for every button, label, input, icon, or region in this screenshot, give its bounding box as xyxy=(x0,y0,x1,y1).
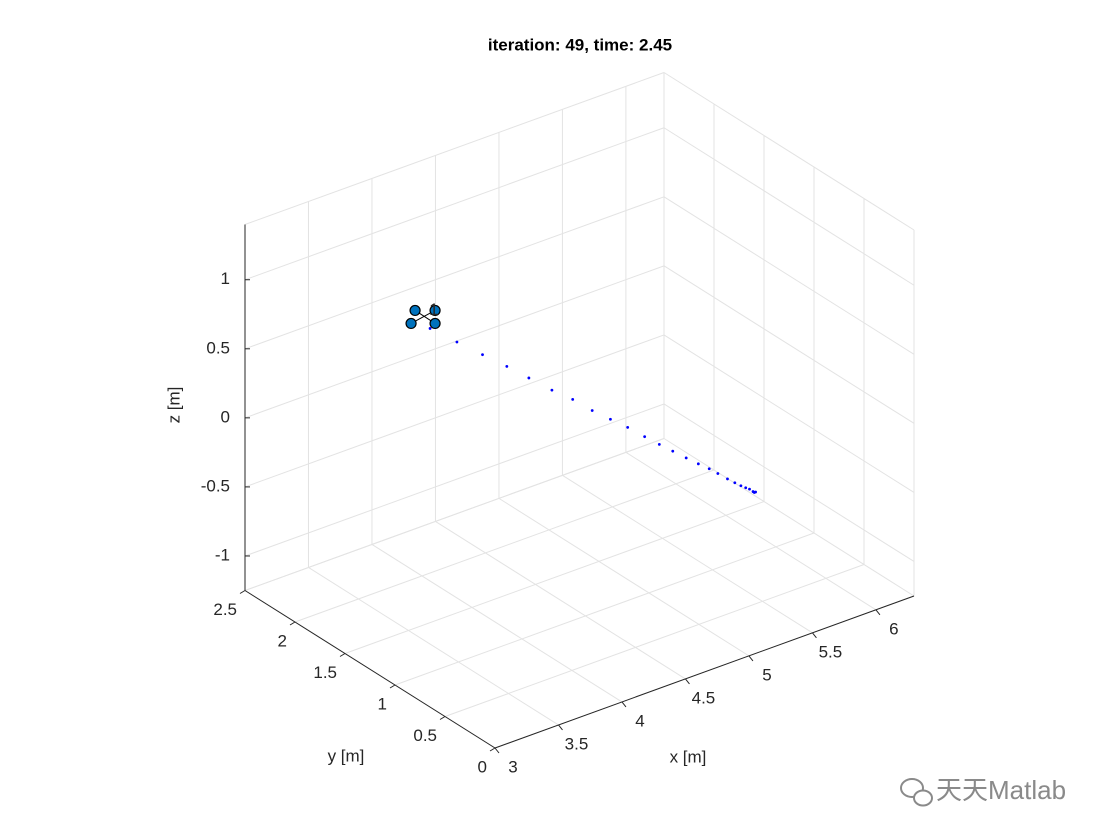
x-tick xyxy=(621,701,627,708)
x-tick xyxy=(748,655,754,662)
trajectory-point xyxy=(626,426,630,429)
grid-line xyxy=(244,403,665,557)
quad-rotor xyxy=(429,304,441,317)
grid-line xyxy=(294,469,715,623)
y-tick-label: 0.5 xyxy=(413,726,437,745)
trajectory-point xyxy=(726,477,729,481)
trajectory-point xyxy=(716,472,720,475)
grid-line xyxy=(663,196,915,355)
x-tick xyxy=(875,609,881,616)
grid-line xyxy=(663,127,915,286)
z-tick-label: -0.5 xyxy=(201,476,230,495)
x-axis-label: x [m] xyxy=(670,747,707,766)
y-tick xyxy=(339,653,346,657)
z-tick-label: 0 xyxy=(221,407,230,426)
quadcopter: 1 xyxy=(405,300,441,330)
trajectory-point xyxy=(733,481,737,485)
trajectory-point xyxy=(590,409,594,412)
x-tick-label: 3 xyxy=(508,757,517,776)
grid-line xyxy=(244,265,665,419)
y-tick xyxy=(439,716,446,720)
x-tick-label: 4 xyxy=(635,711,644,730)
watermark-icon xyxy=(900,778,933,807)
grid-line xyxy=(244,438,665,591)
box-edge xyxy=(244,72,665,225)
y-axis-label: y [m] xyxy=(328,746,365,765)
grid-line xyxy=(663,265,915,424)
grid-line xyxy=(244,196,665,350)
trajectory-point xyxy=(707,467,711,471)
y-tick-label: 1 xyxy=(378,694,387,713)
grid-line xyxy=(663,403,915,562)
quad-rotor xyxy=(429,317,441,330)
trajectory-point xyxy=(696,462,700,466)
grid-line xyxy=(244,127,665,281)
grid-line xyxy=(435,520,686,680)
chart-title: iteration: 49, time: 2.45 xyxy=(488,35,672,54)
grid-line xyxy=(371,544,623,703)
grid-line xyxy=(244,334,665,488)
y-tick-label: 0 xyxy=(478,757,487,776)
watermark: 天天Matlab xyxy=(936,775,1066,805)
trajectory-point xyxy=(481,353,484,357)
quad-label: 1 xyxy=(429,300,438,319)
trajectory-point xyxy=(739,484,743,488)
grid-line xyxy=(625,451,877,611)
trajectory-point xyxy=(527,376,531,380)
x-tick xyxy=(812,632,817,639)
x-tick-label: 5.5 xyxy=(819,642,843,661)
y-tick xyxy=(389,684,396,689)
y-axis xyxy=(244,590,496,749)
grid-line xyxy=(344,501,765,654)
trajectory-point xyxy=(684,456,688,460)
y-tick xyxy=(289,621,296,626)
grid-line xyxy=(444,564,865,717)
z-axis-label: z [m] xyxy=(164,387,183,424)
trajectory-point xyxy=(455,340,459,344)
quad-rotor xyxy=(409,304,421,317)
x-tick xyxy=(685,678,690,685)
z-tick-label: 1 xyxy=(221,269,230,288)
y-tick-label: 1.5 xyxy=(313,663,337,682)
y-tick-label: 2 xyxy=(278,631,287,650)
y-tick-label: 2.5 xyxy=(213,600,237,619)
x-tick xyxy=(558,724,563,731)
z-tick-label: 0.5 xyxy=(206,338,230,357)
trajectory-point xyxy=(609,417,612,421)
trajectory-point xyxy=(428,327,432,330)
grid-line xyxy=(663,334,915,493)
trajectory-point xyxy=(571,397,575,401)
trajectory-point xyxy=(505,364,509,368)
trajectory-point xyxy=(671,449,675,453)
quad-rotor xyxy=(405,317,417,330)
trajectory-point xyxy=(748,487,751,491)
trajectory-point xyxy=(550,388,554,392)
grid-line xyxy=(498,497,750,657)
x-tick-label: 3.5 xyxy=(565,734,589,753)
x-tick-label: 5 xyxy=(762,665,771,684)
z-tick-label: -1 xyxy=(215,545,230,564)
trajectory-point xyxy=(657,442,661,446)
trajectory-point xyxy=(643,435,647,439)
x-tick xyxy=(494,747,500,754)
y-tick xyxy=(489,747,496,752)
x-axis xyxy=(494,595,915,749)
trajectory-point xyxy=(751,490,755,493)
x-tick-label: 4.5 xyxy=(692,688,716,707)
grid-line xyxy=(394,532,815,686)
x-tick-label: 6 xyxy=(889,619,898,638)
grid-line xyxy=(308,567,559,726)
y-tick xyxy=(239,590,246,594)
grid-line xyxy=(562,474,813,634)
trajectory-point xyxy=(744,486,748,490)
box-edge xyxy=(663,438,915,597)
box-edge xyxy=(663,72,915,231)
